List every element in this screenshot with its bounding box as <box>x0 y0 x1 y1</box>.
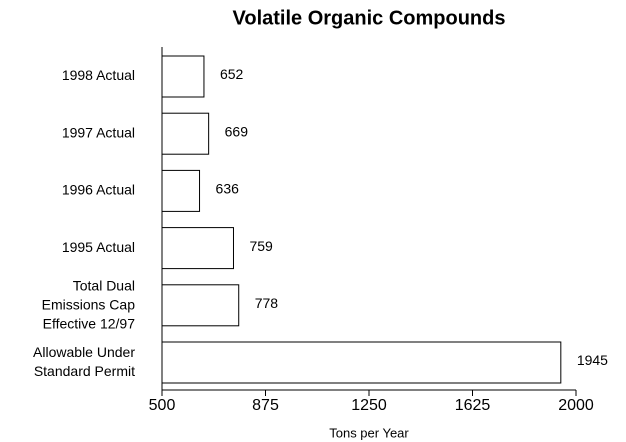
y-tick-label: 1998 Actual <box>62 67 135 83</box>
bar <box>161 112 210 155</box>
data-label: 669 <box>225 123 249 139</box>
bar <box>161 227 234 270</box>
chart-title: Volatile Organic Compounds <box>233 7 506 29</box>
y-tick-label: 1997 Actual <box>62 124 135 140</box>
data-label: 636 <box>216 181 240 197</box>
y-tick-label: Allowable Under Standard Permit <box>33 344 135 379</box>
x-axis-label: Tons per Year <box>329 425 409 440</box>
bar <box>161 284 240 327</box>
bar <box>161 169 201 212</box>
data-label: 652 <box>220 66 244 82</box>
data-label: 778 <box>255 295 279 311</box>
x-tick-label: 500 <box>149 397 176 414</box>
x-tick-label: 1250 <box>351 397 387 414</box>
bar <box>161 55 205 98</box>
x-tick-label: 1625 <box>455 397 491 414</box>
y-tick-label: 1995 Actual <box>62 239 135 255</box>
y-tick-label: Total Dual Emissions Cap Effective 12/97 <box>42 277 136 331</box>
data-label: 1945 <box>577 352 608 368</box>
bar <box>161 341 562 384</box>
y-tick-label: 1996 Actual <box>62 182 135 198</box>
x-tick-label: 875 <box>252 397 279 414</box>
data-label: 759 <box>249 238 273 254</box>
x-tick-label: 2000 <box>558 397 594 414</box>
